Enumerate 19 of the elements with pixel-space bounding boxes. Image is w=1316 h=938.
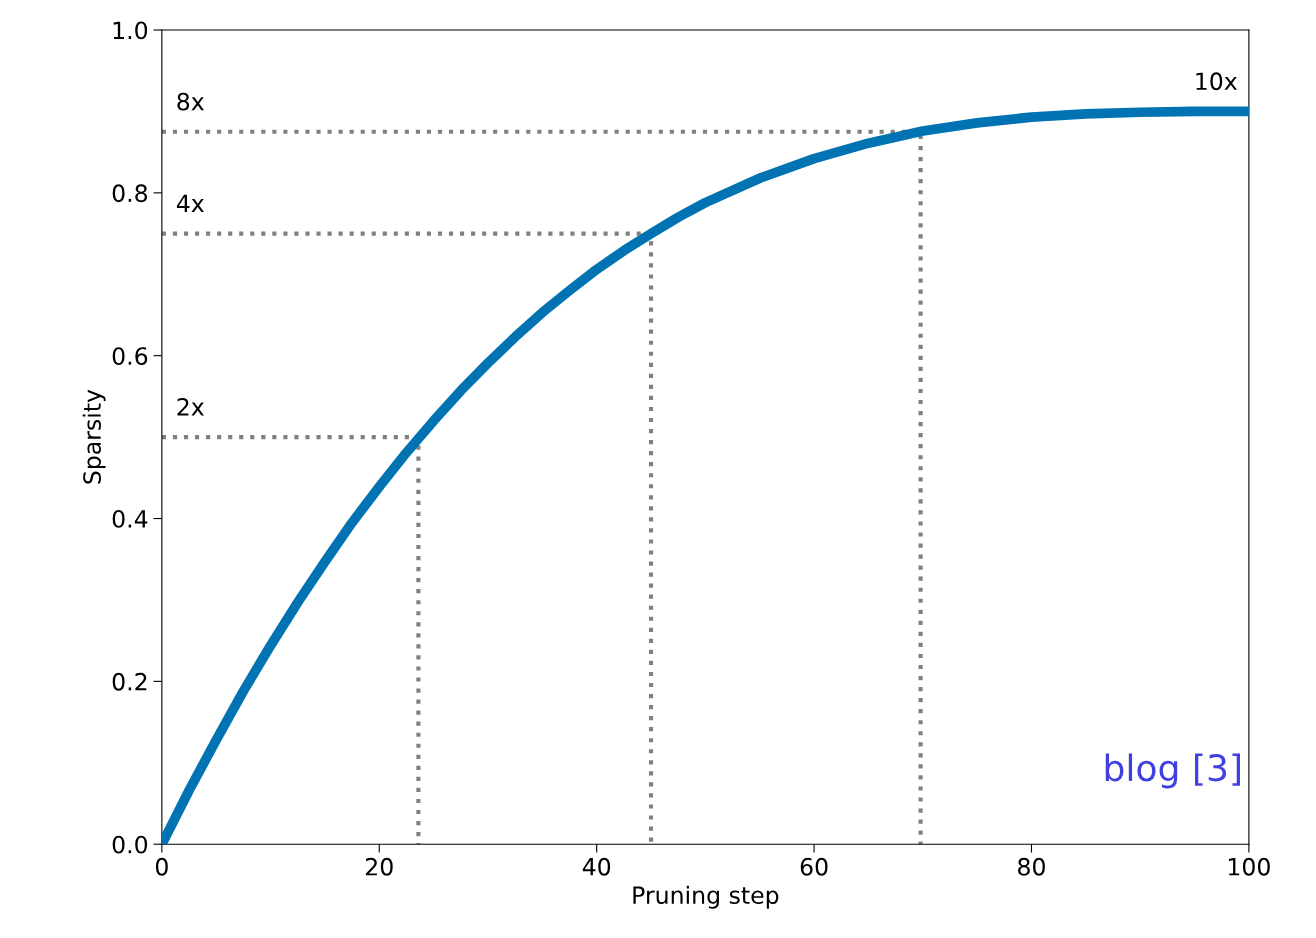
y-tick-label: 0.8 — [112, 184, 148, 203]
annotation: 8x — [177, 92, 204, 111]
x-tick-label: 80 — [1018, 857, 1045, 876]
y-tick-label: 0.4 — [112, 509, 148, 528]
x-tick-label: 60 — [800, 857, 828, 876]
annotation: 2x — [177, 398, 204, 416]
y-tick-label: 0.6 — [112, 347, 148, 365]
annotation: 10x — [1196, 72, 1237, 91]
x-tick-label: 0 — [155, 857, 168, 876]
y-tick-label: 1.0 — [113, 21, 148, 40]
y-tick-label: 0.0 — [112, 835, 148, 854]
y-tick-label: 0.2 — [112, 672, 147, 691]
annotation: 4x — [176, 194, 204, 212]
x-axis-title: Pruning step — [633, 885, 779, 909]
y-axis-title: Sparsity — [82, 389, 106, 484]
annotation: blog [3] — [1105, 753, 1240, 789]
x-tick-label: 100 — [1228, 857, 1270, 876]
x-tick-label: 40 — [582, 857, 611, 876]
x-tick-label: 20 — [365, 857, 393, 876]
